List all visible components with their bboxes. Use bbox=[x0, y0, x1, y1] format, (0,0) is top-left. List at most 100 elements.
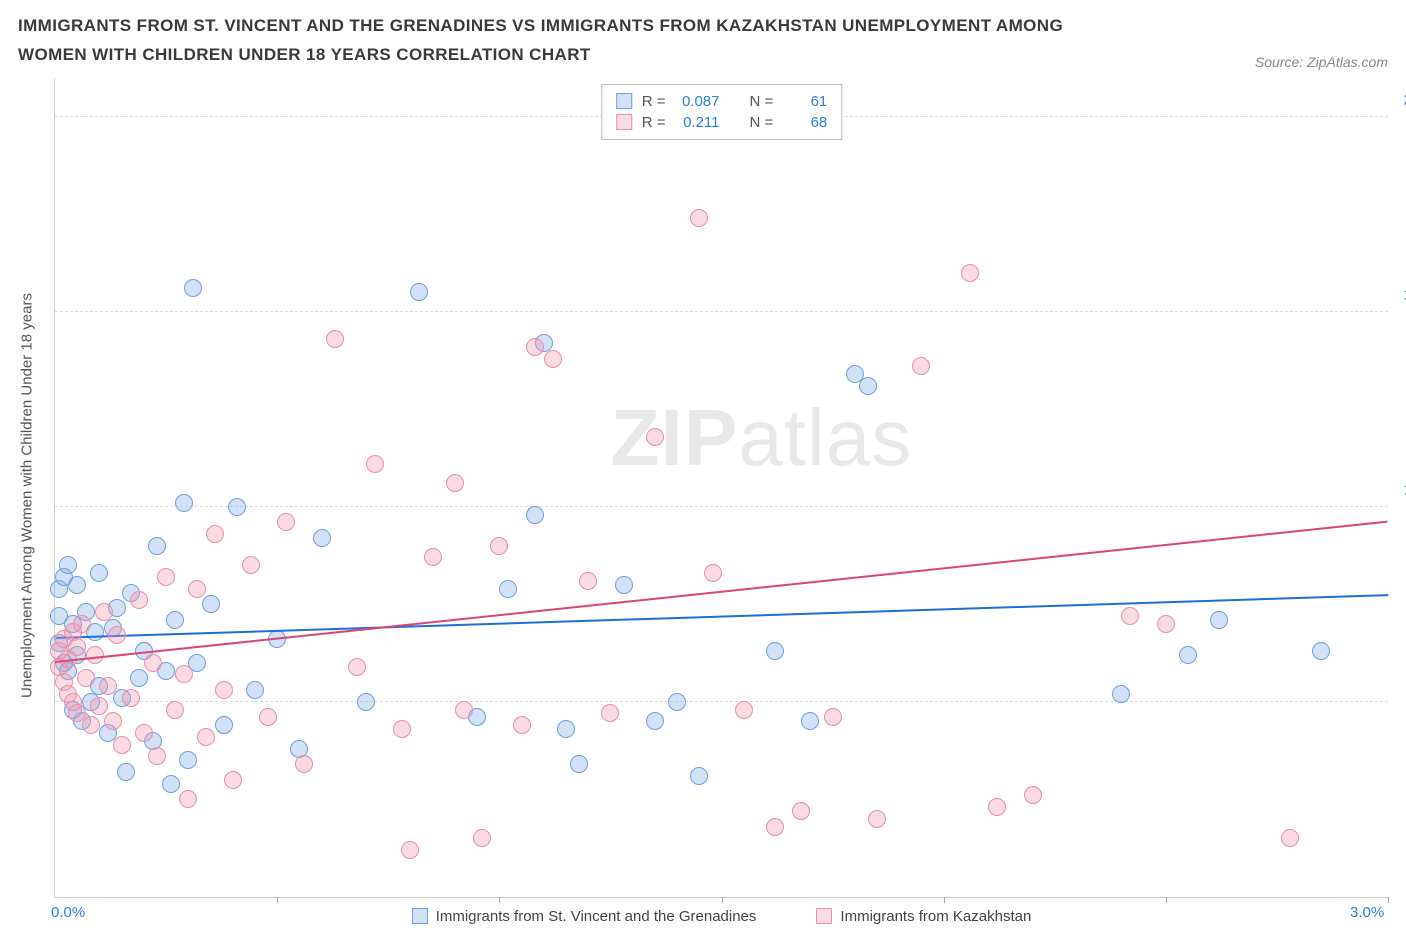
stat-n-label: N = bbox=[750, 93, 774, 110]
data-point bbox=[766, 818, 784, 836]
legend-swatch bbox=[616, 114, 632, 130]
data-point bbox=[113, 736, 131, 754]
gridline bbox=[55, 701, 1388, 702]
data-point bbox=[246, 681, 264, 699]
data-point bbox=[82, 716, 100, 734]
data-point bbox=[668, 693, 686, 711]
data-point bbox=[393, 720, 411, 738]
chart-title: IMMIGRANTS FROM ST. VINCENT AND THE GREN… bbox=[18, 12, 1118, 70]
data-point bbox=[579, 572, 597, 590]
legend-label: Immigrants from Kazakhstan bbox=[840, 908, 1031, 925]
legend-swatch bbox=[412, 908, 428, 924]
data-point bbox=[77, 669, 95, 687]
data-point bbox=[117, 763, 135, 781]
data-point bbox=[95, 603, 113, 621]
stat-n-label: N = bbox=[750, 114, 774, 131]
data-point bbox=[148, 747, 166, 765]
data-point bbox=[792, 802, 810, 820]
data-point bbox=[326, 330, 344, 348]
data-point bbox=[148, 537, 166, 555]
data-point bbox=[526, 338, 544, 356]
data-point bbox=[188, 580, 206, 598]
data-point bbox=[228, 498, 246, 516]
data-point bbox=[859, 377, 877, 395]
x-tick-mark bbox=[1166, 897, 1167, 903]
x-tick-mark bbox=[944, 897, 945, 903]
data-point bbox=[162, 775, 180, 793]
data-point bbox=[277, 513, 295, 531]
legend-label: Immigrants from St. Vincent and the Gren… bbox=[436, 908, 757, 925]
data-point bbox=[366, 455, 384, 473]
data-point bbox=[215, 681, 233, 699]
data-point bbox=[646, 428, 664, 446]
data-point bbox=[1024, 786, 1042, 804]
data-point bbox=[68, 638, 86, 656]
data-point bbox=[1312, 642, 1330, 660]
x-tick-label: 0.0% bbox=[51, 904, 85, 921]
stats-legend-row: R =0.211N =68 bbox=[616, 112, 828, 133]
data-point bbox=[704, 564, 722, 582]
data-point bbox=[259, 708, 277, 726]
x-tick-mark bbox=[499, 897, 500, 903]
data-point bbox=[175, 494, 193, 512]
legend-swatch bbox=[816, 908, 832, 924]
data-point bbox=[446, 474, 464, 492]
legend-item: Immigrants from Kazakhstan bbox=[816, 908, 1031, 925]
data-point bbox=[313, 529, 331, 547]
data-point bbox=[424, 548, 442, 566]
plot-area bbox=[55, 78, 1388, 897]
data-point bbox=[73, 615, 91, 633]
data-point bbox=[912, 357, 930, 375]
data-point bbox=[59, 556, 77, 574]
data-point bbox=[144, 654, 162, 672]
data-point bbox=[122, 689, 140, 707]
data-point bbox=[86, 646, 104, 664]
x-tick-mark bbox=[722, 897, 723, 903]
stat-n-value: 68 bbox=[783, 114, 827, 131]
data-point bbox=[179, 790, 197, 808]
data-point bbox=[473, 829, 491, 847]
data-point bbox=[202, 595, 220, 613]
data-point bbox=[157, 568, 175, 586]
stat-r-label: R = bbox=[642, 93, 666, 110]
data-point bbox=[570, 755, 588, 773]
gridline bbox=[55, 311, 1388, 312]
series-legend: Immigrants from St. Vincent and the Gren… bbox=[55, 908, 1388, 925]
data-point bbox=[1179, 646, 1197, 664]
data-point bbox=[166, 701, 184, 719]
legend-item: Immigrants from St. Vincent and the Gren… bbox=[412, 908, 757, 925]
x-tick-label: 3.0% bbox=[1350, 904, 1384, 921]
data-point bbox=[601, 704, 619, 722]
data-point bbox=[526, 506, 544, 524]
data-point bbox=[1157, 615, 1175, 633]
data-point bbox=[295, 755, 313, 773]
correlation-chart: Unemployment Among Women with Children U… bbox=[54, 78, 1388, 898]
x-tick-mark bbox=[277, 897, 278, 903]
data-point bbox=[68, 576, 86, 594]
data-point bbox=[357, 693, 375, 711]
y-axis-label: Unemployment Among Women with Children U… bbox=[19, 293, 36, 698]
data-point bbox=[544, 350, 562, 368]
data-point bbox=[90, 697, 108, 715]
data-point bbox=[824, 708, 842, 726]
data-point bbox=[1112, 685, 1130, 703]
source-attribution: Source: ZipAtlas.com bbox=[1255, 54, 1388, 70]
data-point bbox=[104, 712, 122, 730]
stats-legend: R =0.087N =61R =0.211N =68 bbox=[601, 84, 843, 140]
data-point bbox=[166, 611, 184, 629]
trend-line bbox=[55, 594, 1388, 639]
chart-header: IMMIGRANTS FROM ST. VINCENT AND THE GREN… bbox=[18, 12, 1388, 70]
data-point bbox=[1281, 829, 1299, 847]
data-point bbox=[557, 720, 575, 738]
trend-line bbox=[55, 520, 1388, 662]
data-point bbox=[646, 712, 664, 730]
data-point bbox=[215, 716, 233, 734]
data-point bbox=[130, 669, 148, 687]
data-point bbox=[513, 716, 531, 734]
data-point bbox=[224, 771, 242, 789]
data-point bbox=[961, 264, 979, 282]
data-point bbox=[130, 591, 148, 609]
stats-legend-row: R =0.087N =61 bbox=[616, 91, 828, 112]
data-point bbox=[197, 728, 215, 746]
data-point bbox=[348, 658, 366, 676]
